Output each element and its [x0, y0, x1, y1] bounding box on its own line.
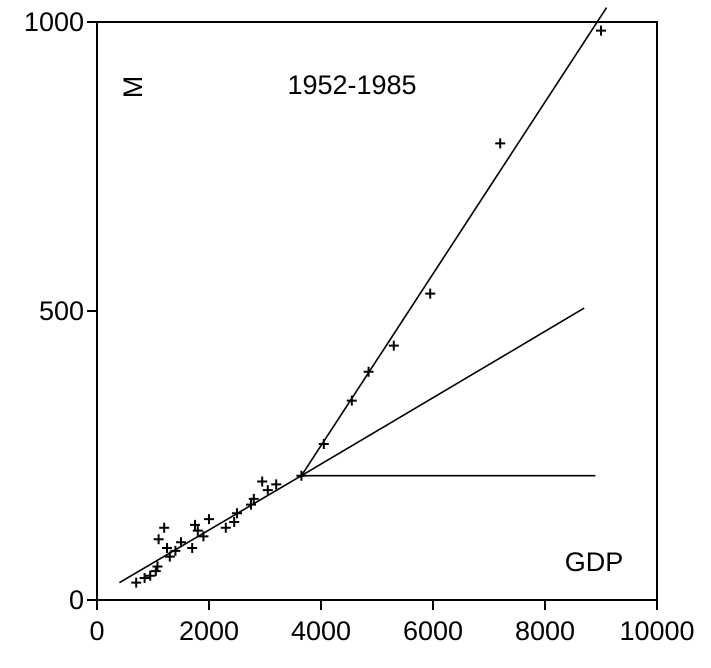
data-point: [152, 561, 163, 572]
data-point: [363, 366, 374, 377]
data-point: [229, 516, 240, 527]
data-point: [495, 138, 506, 149]
x-tick-label: 10000: [619, 616, 694, 646]
x-axis-label: GDP: [565, 547, 624, 577]
fit-line: [118, 475, 302, 584]
data-point: [318, 438, 329, 449]
x-tick-label: 2000: [179, 616, 239, 646]
data-point: [145, 570, 156, 581]
data-point: [248, 493, 259, 504]
data-point: [198, 531, 209, 542]
chart-title: 1952-1985: [287, 70, 416, 100]
fit-line: [300, 307, 585, 477]
plot-frame: [96, 21, 658, 601]
data-point: [220, 522, 231, 533]
data-point: [150, 566, 161, 577]
data-point: [425, 288, 436, 299]
x-tick-label: 0: [89, 616, 104, 646]
data-point: [204, 514, 214, 525]
data-point: [257, 476, 268, 487]
data-point: [346, 395, 357, 406]
x-tick-label: 6000: [403, 616, 463, 646]
data-point: [159, 522, 170, 533]
y-axis-ticks: 0 500 1000: [24, 7, 97, 615]
data-point: [170, 545, 181, 556]
data-point: [190, 519, 200, 530]
y-tick-label: 500: [39, 296, 84, 326]
y-tick-label: 0: [69, 585, 84, 615]
data-point: [131, 577, 142, 588]
data-point: [246, 499, 256, 510]
data-point: [296, 470, 307, 481]
data-point: [596, 25, 606, 36]
x-axis-ticks: 0 2000 4000 6000 8000 10000: [89, 600, 695, 646]
x-tick-label: 4000: [291, 616, 351, 646]
data-point: [232, 508, 242, 519]
data-point: [192, 525, 203, 536]
y-axis-label: M: [118, 76, 148, 99]
data-point: [388, 340, 399, 351]
data-point: [187, 542, 198, 553]
data-point: [153, 534, 164, 545]
data-point: [271, 479, 282, 490]
data-point: [139, 573, 150, 584]
data-point: [176, 537, 186, 548]
data-points: [131, 25, 606, 588]
data-point: [162, 542, 172, 553]
data-point: [262, 485, 273, 496]
y-tick-label: 1000: [24, 7, 84, 37]
x-tick-label: 8000: [515, 616, 575, 646]
data-point: [164, 551, 175, 562]
